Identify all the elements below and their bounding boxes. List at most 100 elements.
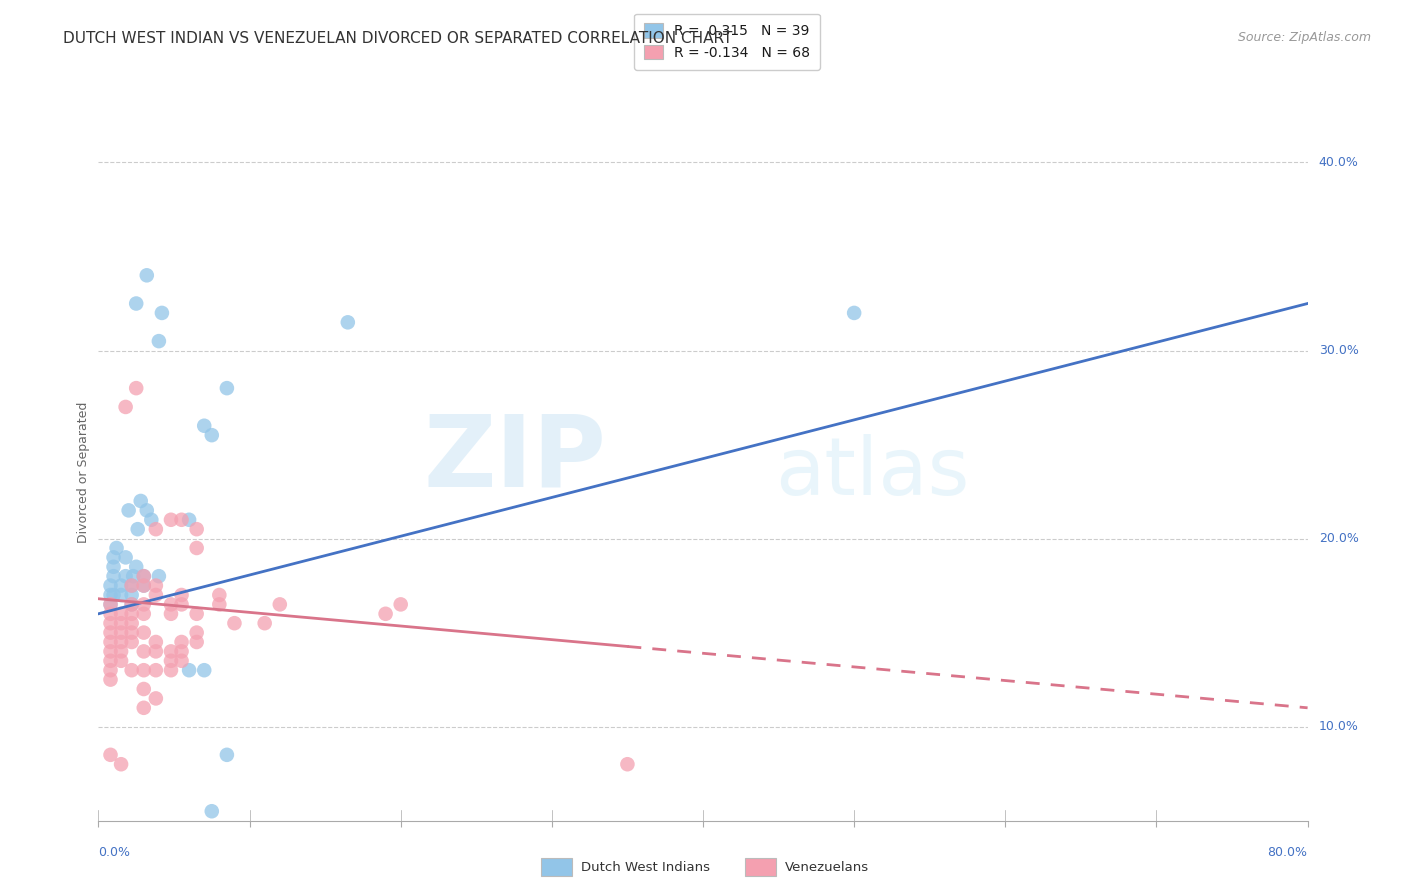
- Point: [114, 550, 136, 565]
- Point: [616, 757, 638, 772]
- Point: [127, 522, 149, 536]
- Point: [132, 598, 155, 612]
- Point: [114, 400, 136, 414]
- Point: [110, 578, 132, 592]
- Point: [170, 644, 193, 658]
- Point: [208, 588, 231, 602]
- Point: [103, 588, 125, 602]
- Point: [125, 381, 148, 395]
- Text: 10.0%: 10.0%: [1319, 720, 1358, 733]
- Point: [160, 654, 183, 668]
- Point: [148, 334, 170, 348]
- Point: [160, 513, 183, 527]
- Point: [201, 428, 224, 442]
- Point: [132, 701, 155, 715]
- Point: [132, 569, 155, 583]
- Point: [110, 616, 132, 631]
- Point: [100, 598, 122, 612]
- Point: [118, 503, 141, 517]
- Point: [145, 663, 167, 677]
- Point: [186, 522, 208, 536]
- Point: [132, 578, 155, 592]
- Point: [121, 598, 143, 612]
- Y-axis label: Divorced or Separated: Divorced or Separated: [77, 402, 90, 543]
- Point: [110, 625, 132, 640]
- Point: [160, 598, 183, 612]
- Point: [844, 306, 866, 320]
- Point: [253, 616, 276, 631]
- Point: [100, 578, 122, 592]
- Point: [100, 747, 122, 762]
- Point: [100, 663, 122, 677]
- Text: 80.0%: 80.0%: [1268, 846, 1308, 859]
- Point: [208, 598, 231, 612]
- Point: [193, 663, 215, 677]
- Point: [145, 635, 167, 649]
- Point: [269, 598, 291, 612]
- Point: [110, 654, 132, 668]
- Text: Source: ZipAtlas.com: Source: ZipAtlas.com: [1237, 31, 1371, 45]
- Text: 40.0%: 40.0%: [1319, 156, 1358, 169]
- Point: [160, 644, 183, 658]
- Point: [170, 654, 193, 668]
- Point: [121, 625, 143, 640]
- Point: [132, 578, 155, 592]
- Text: Dutch West Indians: Dutch West Indians: [581, 861, 710, 873]
- Point: [100, 607, 122, 621]
- Point: [121, 635, 143, 649]
- Point: [148, 569, 170, 583]
- Point: [103, 569, 125, 583]
- Point: [110, 607, 132, 621]
- Point: [100, 616, 122, 631]
- Point: [389, 598, 412, 612]
- Point: [170, 588, 193, 602]
- Point: [201, 804, 224, 818]
- Point: [100, 625, 122, 640]
- Point: [186, 635, 208, 649]
- Legend: R =  0.315   N = 39, R = -0.134   N = 68: R = 0.315 N = 39, R = -0.134 N = 68: [634, 13, 820, 70]
- Point: [215, 747, 238, 762]
- Point: [170, 513, 193, 527]
- Point: [103, 559, 125, 574]
- Point: [122, 569, 145, 583]
- Text: atlas: atlas: [776, 434, 970, 512]
- Text: ZIP: ZIP: [423, 410, 606, 508]
- Point: [132, 607, 155, 621]
- Point: [121, 588, 143, 602]
- Point: [179, 513, 201, 527]
- Point: [150, 306, 173, 320]
- Point: [103, 550, 125, 565]
- Point: [145, 522, 167, 536]
- Point: [105, 541, 128, 555]
- Point: [141, 513, 163, 527]
- Point: [336, 315, 359, 329]
- Point: [121, 578, 143, 592]
- Text: DUTCH WEST INDIAN VS VENEZUELAN DIVORCED OR SEPARATED CORRELATION CHART: DUTCH WEST INDIAN VS VENEZUELAN DIVORCED…: [63, 31, 733, 46]
- Point: [145, 691, 167, 706]
- Point: [186, 625, 208, 640]
- Point: [374, 607, 396, 621]
- Point: [121, 607, 143, 621]
- Point: [121, 616, 143, 631]
- Point: [193, 418, 215, 433]
- Text: 20.0%: 20.0%: [1319, 532, 1358, 545]
- Text: 0.0%: 0.0%: [98, 846, 131, 859]
- Point: [132, 569, 155, 583]
- Point: [135, 503, 157, 517]
- Point: [179, 663, 201, 677]
- Point: [110, 644, 132, 658]
- Point: [132, 663, 155, 677]
- Point: [145, 578, 167, 592]
- Point: [132, 644, 155, 658]
- Point: [160, 607, 183, 621]
- Point: [132, 625, 155, 640]
- Text: Venezuelans: Venezuelans: [785, 861, 869, 873]
- Point: [100, 635, 122, 649]
- Point: [121, 663, 143, 677]
- Point: [129, 494, 152, 508]
- Point: [135, 268, 157, 283]
- Point: [125, 559, 148, 574]
- Text: 30.0%: 30.0%: [1319, 344, 1358, 357]
- Point: [132, 681, 155, 696]
- Point: [100, 588, 122, 602]
